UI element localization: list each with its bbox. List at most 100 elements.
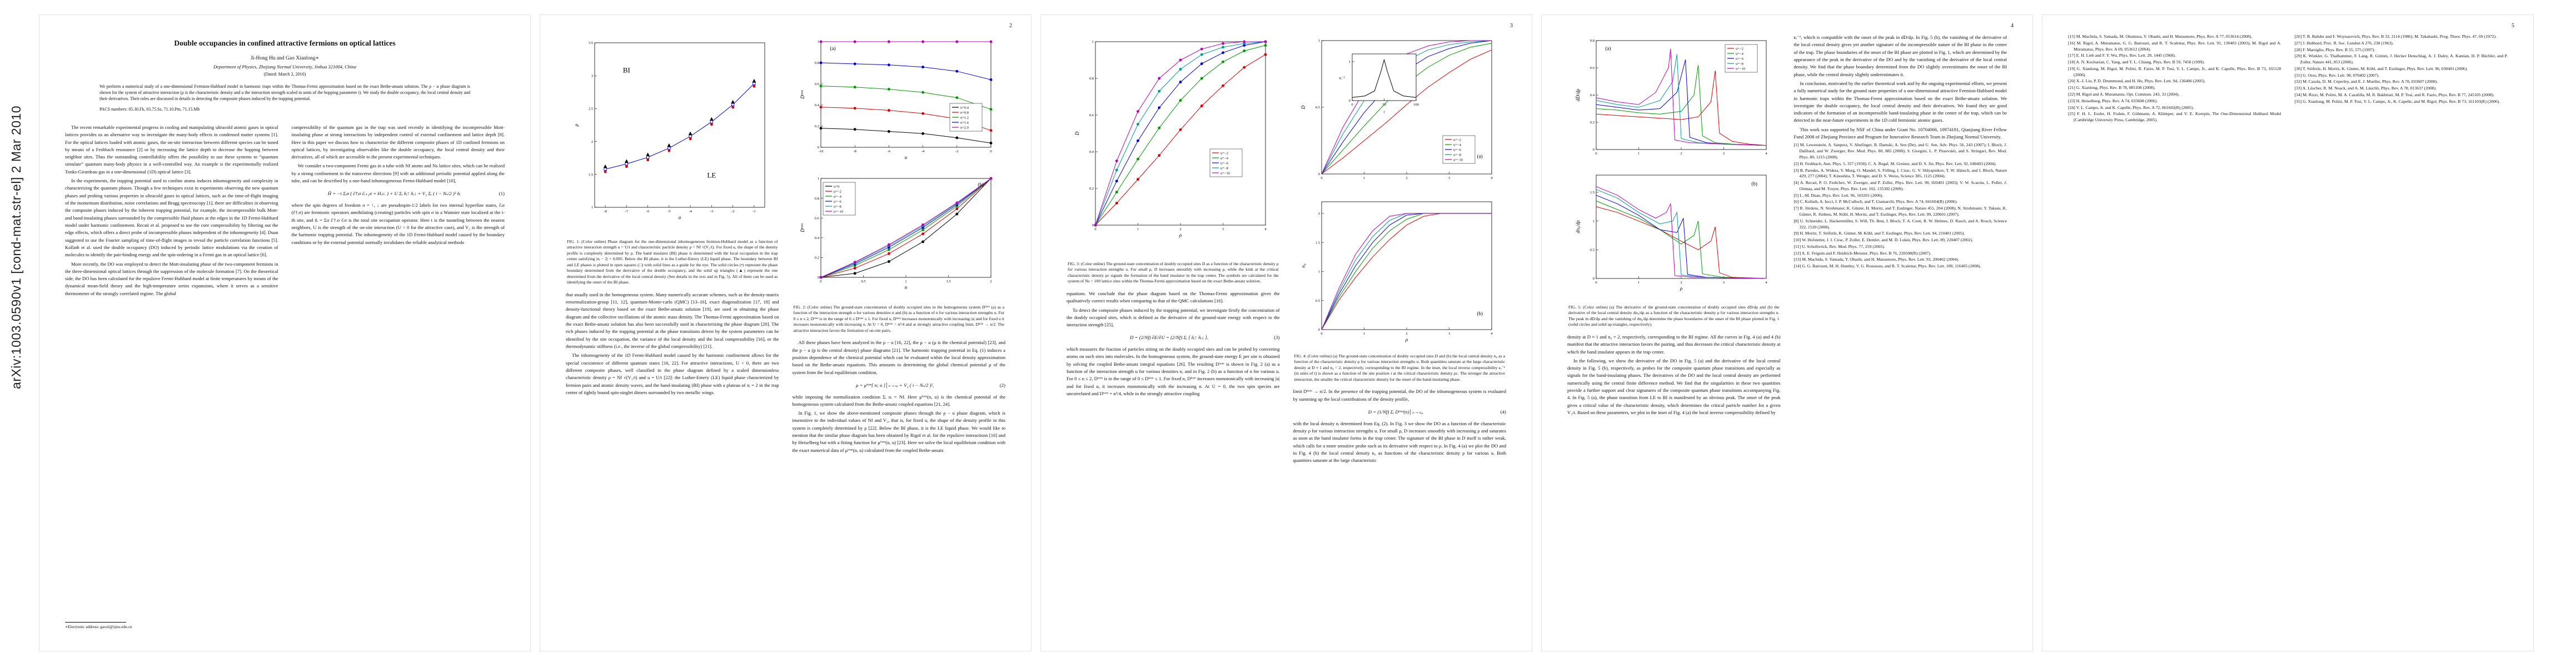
svg-text:n=0.8: n=0.8	[960, 111, 969, 115]
paragraph: In the experiments, the trapping potenti…	[65, 178, 278, 258]
page-number: 4	[2011, 23, 2014, 29]
equation-number: (4)	[1500, 409, 1506, 415]
equation-number: (2)	[999, 382, 1005, 388]
svg-text:0.8: 0.8	[815, 197, 819, 201]
reference-list: [15] M. Machida, S. Yamada, M. Okumura, …	[2068, 34, 2281, 124]
svg-text:u=−10: u=−10	[1220, 171, 1230, 175]
svg-text:u=−6: u=−6	[1453, 148, 1462, 152]
svg-text:n₀: n₀	[1301, 263, 1306, 268]
svg-text:0: 0	[1094, 227, 1096, 231]
reference-item: [6] C. Kollath, A. Iucci, I. P. McCulloc…	[1793, 199, 1958, 205]
column-right: compressibility of the quantum gas in th…	[292, 124, 505, 630]
fig1-phase-diagram: -8 -7 -6 -5 -4 -3 -2 -1 1 1.5 2 2.5 3 3.5 u ρ BI LE	[574, 41, 765, 220]
reference-item: [12] A. E. Feiguin and F. Heidrich-Meisn…	[1793, 250, 1931, 256]
svg-text:u=−8: u=−8	[834, 205, 841, 208]
equation: Ĥ = −t Σᵢσ ( ĉ†ᵢσ ĉᵢ₊₁σ + H.c. ) + U Σᵢ …	[292, 190, 505, 198]
svg-text:u=−8: u=−8	[1736, 62, 1743, 66]
svg-text:0: 0	[1593, 277, 1595, 281]
svg-text:0.6: 0.6	[815, 216, 820, 220]
svg-text:0.6: 0.6	[1590, 66, 1595, 70]
paragraph: compressibility of the quantum gas in th…	[291, 124, 505, 160]
svg-text:0: 0	[1318, 328, 1320, 332]
svg-text:u=−10: u=−10	[1736, 67, 1745, 71]
reference-item: [8] U. Schneider, L. Hackermüller, S. Wi…	[1793, 218, 2007, 230]
arxiv-banner: arXiv:1003.0590v1 [cond-mat.str-el] 2 Ma…	[9, 105, 23, 389]
equation: D = (2/Nf) ∂E/∂U = (2/Nf) Σᵢ ⟨ n̂ᵢ↑ n̂ᵢ↓…	[1067, 334, 1279, 342]
svg-text:1: 1	[905, 280, 907, 283]
paragraph: equations. We conclude that the phase di…	[1067, 290, 1280, 304]
paragraph: In conclusion, motivated by the earlier …	[1793, 80, 2007, 123]
paragraph: with the local density nᵢ determined fro…	[1293, 420, 1507, 464]
paper-title: Double occupancies in confined attractiv…	[174, 39, 396, 47]
page-number: 2	[1009, 23, 1012, 29]
svg-text:u: u	[905, 155, 908, 160]
two-column-body: The recent remarkable experimental progr…	[65, 124, 505, 630]
reference-item: [18] A. N. Kocharian, C. Yang, and Y. L.…	[2068, 59, 2205, 65]
figure-caption: FIG. 1: (Color online) Phase diagram for…	[567, 239, 778, 285]
svg-text:0.4: 0.4	[815, 236, 820, 240]
svg-text:u=0: u=0	[834, 185, 839, 188]
reference-item: [20] X.-J. Liu, P. D. Drummond, and H. H…	[2068, 78, 2206, 84]
svg-text:-8: -8	[854, 150, 856, 153]
reference-item: [35] G. Xianlong, M. Polini, M. P. Tosi,…	[2294, 98, 2500, 104]
reference-item: [1] M. Lewenstein, A. Sanpera, V. Ahufin…	[1793, 142, 2007, 160]
paper-page-5: 5 [15] M. Machida, S. Yamada, M. Okumura…	[2042, 14, 2534, 651]
svg-text:0: 0	[1321, 176, 1323, 180]
svg-text:-10: -10	[819, 150, 824, 153]
svg-text:0.5: 0.5	[1316, 299, 1320, 303]
svg-text:1: 1	[1638, 281, 1640, 285]
paragraph: density at D ≈ 1 and n₀ = 2, respectivel…	[1567, 334, 1781, 355]
two-column-body: [15] M. Machida, S. Yamada, M. Okumura, …	[2068, 34, 2508, 630]
page-strip: Double occupancies in confined attractiv…	[39, 14, 2534, 651]
svg-text:(b): (b)	[978, 182, 984, 187]
svg-text:0.4: 0.4	[1590, 93, 1595, 97]
reference-item: [24] V. L. Campo, Jr. and K. Capelle, Ph…	[2068, 104, 2194, 110]
fig3-do-vs-rho: 0 1 2 3 4 0 0.2 0.4 0.6 0.8 1 ρ Du=−2u=−4u=−6u=−8u=−…	[1074, 40, 1267, 238]
svg-text:D: D	[1301, 105, 1306, 109]
reference-item: [31] G. Orso, Phys. Rev. Lett. 98, 07040…	[2294, 72, 2380, 78]
svg-text:1: 1	[1363, 176, 1365, 180]
paragraph: This work was supported by NSF of China …	[1793, 126, 2007, 140]
paper-page-2: 2 -8 -7 -6 -5 -4 -3 -2 -1 1 1.5 2 2.5 3 3.5 u ρ BI LE FIG.…	[540, 14, 1032, 651]
svg-text:1: 1	[1593, 220, 1595, 223]
svg-text:-6: -6	[646, 210, 650, 213]
svg-text:1: 1	[1137, 227, 1139, 231]
reference-list: [1] M. Lewenstein, A. Sanpera, V. Ahufin…	[1794, 142, 2007, 270]
svg-text:1: 1	[1638, 152, 1640, 156]
svg-text:2: 2	[1406, 176, 1408, 180]
svg-text:u=−8: u=−8	[1220, 166, 1228, 170]
page-number: 3	[1510, 23, 1513, 29]
reference-item: [16] M. Rigol, A. Muramatsu, G. G. Batro…	[2068, 40, 2281, 52]
svg-text:n: n	[905, 285, 908, 290]
svg-text:u=−6: u=−6	[834, 200, 842, 203]
svg-text:0: 0	[1349, 99, 1351, 103]
svg-text:0.8: 0.8	[1089, 77, 1094, 81]
equation-body: D = (2/Nf) ∂E/∂U = (2/Nf) Σᵢ ⟨ n̂ᵢ↑ n̂ᵢ↓…	[1130, 335, 1209, 341]
svg-text:1: 1	[1349, 60, 1351, 64]
svg-text:u=−6: u=−6	[1736, 57, 1744, 61]
svg-text:BI: BI	[623, 66, 630, 74]
svg-text:0.2: 0.2	[815, 125, 819, 128]
svg-text:2: 2	[1680, 281, 1682, 285]
svg-text:u=−2: u=−2	[834, 190, 841, 193]
column-right: 0 1 2 3 4 0 0.5 1 D (a) u=−2 u=−4 u=−6 u=−8 u=−10 0 50 10…	[1293, 34, 1507, 630]
svg-text:1.5: 1.5	[1316, 241, 1320, 245]
svg-text:0.5: 0.5	[1590, 248, 1595, 252]
svg-text:1: 1	[1318, 270, 1320, 274]
page-number: 5	[2512, 23, 2514, 29]
reference-item: [26] T. B. Bahder and F. Woynarovich, Ph…	[2294, 34, 2497, 39]
column-left: [15] M. Machida, S. Yamada, M. Okumura, …	[2068, 34, 2281, 630]
svg-text:(a): (a)	[1605, 46, 1611, 51]
svg-text:0.6: 0.6	[815, 82, 820, 86]
svg-text:D: D	[1074, 131, 1080, 136]
footnote-email: ∗Electronic address: gaoxl@zjnu.edu.cn	[65, 622, 278, 630]
column-left: -8 -7 -6 -5 -4 -3 -2 -1 1 1.5 2 2.5 3 3.5 u ρ BI LE FIG. 1…	[566, 34, 779, 630]
svg-text:0.6: 0.6	[1089, 113, 1094, 117]
paragraph: More recently, the DO was employed to de…	[65, 261, 278, 296]
fig2-dhom-homogeneous: -10 -8 -6 -4 -2 0 0 0.2 0.4 0.6 0.8 1 u Dʰᵒᵐ (a) n=0.4 n…	[800, 40, 993, 290]
paragraph: In the following, we show the derivative…	[1567, 357, 1781, 415]
equation: D = (1/Nf) Σᵢ Dʰᵒᵐ(n)│ₙ→ₙᵢ, (4)	[1293, 409, 1506, 416]
